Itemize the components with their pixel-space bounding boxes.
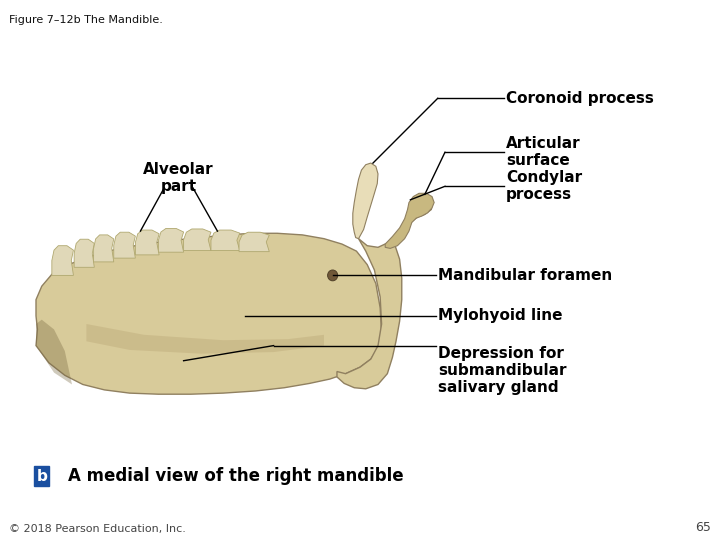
Text: Articular
surface: Articular surface bbox=[506, 136, 581, 168]
Polygon shape bbox=[353, 163, 378, 239]
Polygon shape bbox=[74, 239, 94, 267]
Polygon shape bbox=[86, 324, 324, 354]
Polygon shape bbox=[36, 320, 72, 384]
Text: Coronoid process: Coronoid process bbox=[506, 91, 654, 106]
Polygon shape bbox=[114, 232, 135, 258]
Polygon shape bbox=[184, 229, 211, 251]
Polygon shape bbox=[36, 233, 382, 394]
Polygon shape bbox=[211, 230, 240, 251]
Polygon shape bbox=[135, 230, 159, 255]
Polygon shape bbox=[52, 246, 73, 275]
Text: © 2018 Pearson Education, Inc.: © 2018 Pearson Education, Inc. bbox=[9, 523, 186, 534]
Text: A medial view of the right mandible: A medial view of the right mandible bbox=[68, 467, 404, 485]
Polygon shape bbox=[158, 228, 184, 252]
Text: Condylar
process: Condylar process bbox=[506, 170, 582, 202]
Text: Figure 7–12b The Mandible.: Figure 7–12b The Mandible. bbox=[9, 15, 163, 25]
Polygon shape bbox=[385, 193, 434, 248]
Ellipse shape bbox=[328, 270, 338, 281]
Text: Mandibular foramen: Mandibular foramen bbox=[438, 268, 612, 283]
Polygon shape bbox=[94, 235, 114, 262]
Text: Mylohyoid line: Mylohyoid line bbox=[438, 308, 562, 323]
Text: Alveolar
part: Alveolar part bbox=[143, 162, 214, 194]
Text: 65: 65 bbox=[696, 521, 711, 534]
Polygon shape bbox=[337, 195, 433, 389]
Text: b: b bbox=[36, 469, 48, 484]
Text: Depression for
submandibular
salivary gland: Depression for submandibular salivary gl… bbox=[438, 346, 566, 395]
Polygon shape bbox=[239, 232, 269, 252]
